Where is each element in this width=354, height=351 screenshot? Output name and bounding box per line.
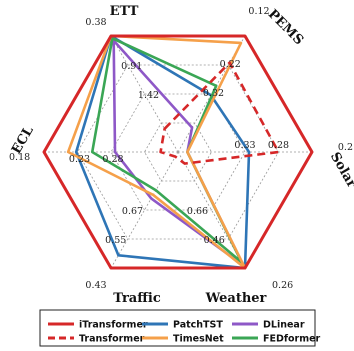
grid-ring-2 xyxy=(110,93,246,211)
axis-label-ecl: ECL xyxy=(9,124,37,157)
radar-series xyxy=(42,34,314,270)
legend: iTransformer PatchTST DLinear Transformer Ti… xyxy=(39,309,321,347)
legend-label-patchtst: PatchTST xyxy=(173,320,223,331)
radar-tick-labels: 0.38 0.91 1.42 0.12 0.22 0.32 0.2 0.28 0.33 0.26 0… xyxy=(9,6,353,291)
tick-traffic-2: 0.67 xyxy=(122,206,143,217)
series-transformer xyxy=(159,61,280,165)
tick-solar-2: 0.33 xyxy=(234,140,255,151)
tick-traffic-outer: 0.43 xyxy=(85,280,106,291)
radar-grid xyxy=(44,35,312,269)
legend-box xyxy=(39,309,316,347)
tick-ecl-1: 0.23 xyxy=(69,154,90,165)
axis-label-ett: ETT xyxy=(110,4,139,19)
tick-ecl-outer: 0.18 xyxy=(9,152,30,163)
axis-label-solar: Solar xyxy=(327,150,354,191)
tick-weather-outer: 0.26 xyxy=(272,280,293,291)
tick-ecl-2: 0.28 xyxy=(102,154,123,165)
legend-label-fedformer: FEDformer xyxy=(263,334,321,345)
legend-label-dlinear: DLinear xyxy=(263,320,305,331)
series-itransformer xyxy=(42,34,314,270)
tick-ett-outer: 0.38 xyxy=(85,17,106,28)
tick-weather-1: 0.46 xyxy=(204,235,225,246)
tick-solar-outer: 0.2 xyxy=(338,142,353,153)
tick-solar-1: 0.28 xyxy=(268,140,289,151)
tick-weather-2: 0.66 xyxy=(187,206,208,217)
tick-ett-1: 0.91 xyxy=(121,61,142,72)
tick-traffic-1: 0.55 xyxy=(105,235,126,246)
axis-label-pems: PEMS xyxy=(265,7,306,48)
tick-ett-2: 1.42 xyxy=(138,90,159,101)
tick-pems-outer: 0.12 xyxy=(248,6,269,17)
legend-label-transformer: Transformer xyxy=(79,334,145,345)
tick-pems-1: 0.22 xyxy=(220,59,241,70)
tick-pems-2: 0.32 xyxy=(203,88,224,99)
axis-label-weather: Weather xyxy=(205,291,267,306)
legend-label-timesnet: TimesNet xyxy=(173,334,224,345)
axis-label-traffic: Traffic xyxy=(113,291,161,306)
legend-label-itransformer: iTransformer xyxy=(79,320,148,331)
